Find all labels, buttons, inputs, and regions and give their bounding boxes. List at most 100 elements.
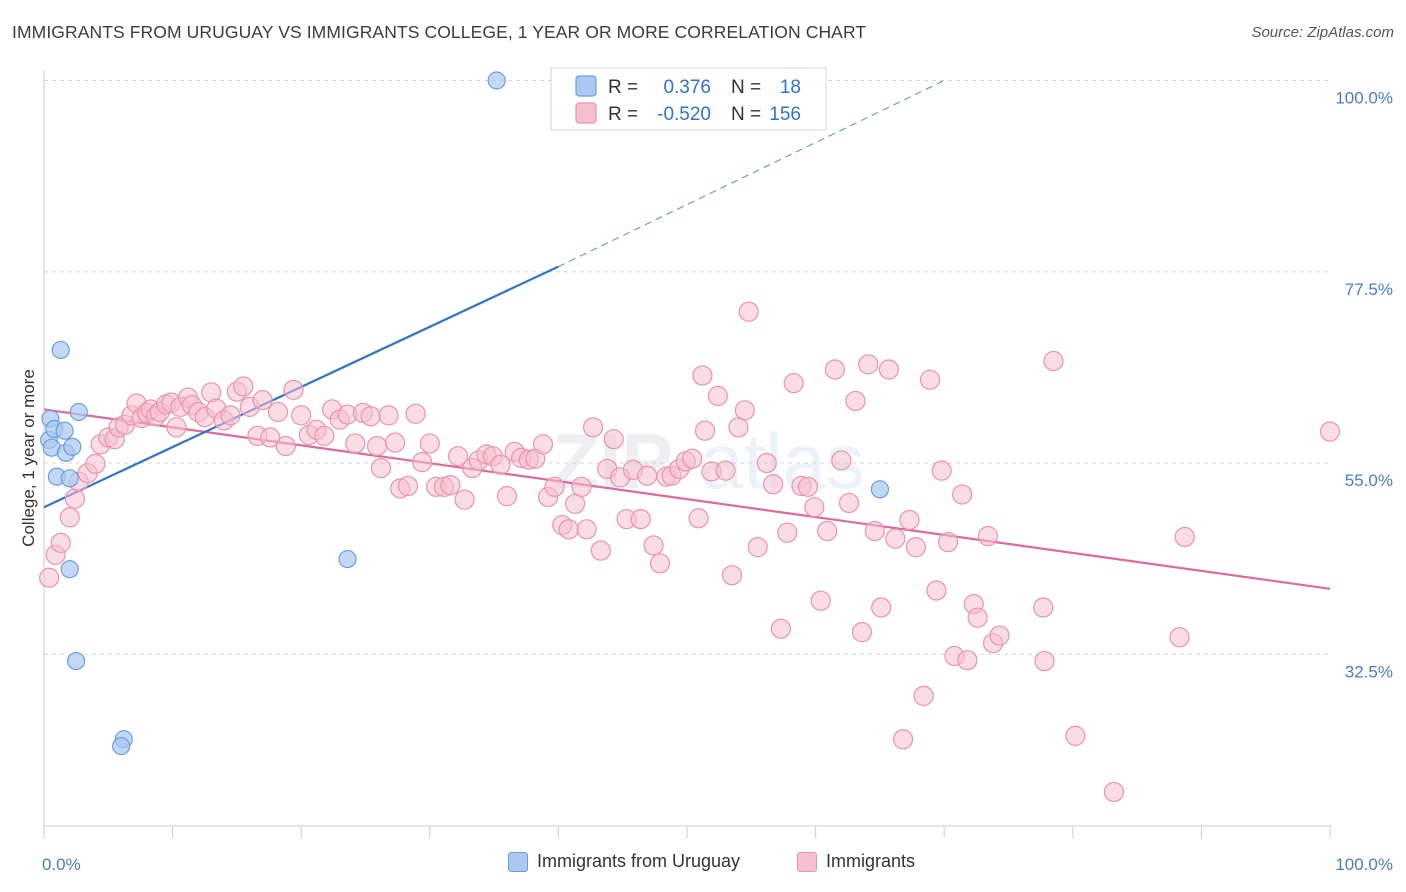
point-uruguay-11 <box>60 560 79 579</box>
point-immigrants-143 <box>977 525 999 547</box>
point-immigrants-104 <box>715 460 736 481</box>
point-immigrants-136 <box>931 460 952 481</box>
legend-swatch-immigrants <box>575 102 597 124</box>
point-immigrants-56 <box>397 475 419 497</box>
point-immigrants-100 <box>694 420 716 441</box>
point-immigrants-139 <box>952 484 973 505</box>
point-immigrants-120 <box>824 359 845 380</box>
point-immigrants-63 <box>447 446 469 467</box>
bottom-legend-label-uruguay: Immigrants from Uruguay <box>537 851 741 871</box>
x-tick-label-0: 0.0% <box>42 855 81 874</box>
point-immigrants-91 <box>637 465 658 486</box>
point-immigrants-145 <box>989 625 1010 646</box>
point-uruguay-9 <box>63 437 82 456</box>
point-immigrants-2 <box>50 532 71 554</box>
point-immigrants-105 <box>721 565 743 586</box>
y-axis-label: College, 1 year or more <box>19 369 38 547</box>
point-immigrants-153 <box>1319 421 1341 442</box>
point-uruguay-12 <box>67 651 86 671</box>
point-immigrants-52 <box>370 458 392 479</box>
bottom-legend-item-uruguay[interactable]: Immigrants from Uruguay <box>508 851 740 872</box>
point-uruguay-17 <box>870 480 890 499</box>
x-tick-label-1: 100.0% <box>1335 855 1393 874</box>
point-immigrants-90 <box>630 508 651 530</box>
point-immigrants-22 <box>166 417 187 438</box>
point-immigrants-151 <box>1174 526 1195 548</box>
series-immigrants-from-uruguay <box>40 71 890 756</box>
legend-n-label-1: N = <box>731 77 761 98</box>
point-immigrants-134 <box>919 369 941 390</box>
bottom-legend-item-immigrants[interactable]: Immigrants <box>797 851 915 872</box>
point-immigrants-83 <box>583 417 604 438</box>
point-immigrants-110 <box>756 452 777 474</box>
legend-box: R = 0.376 N = 18 R = -0.520 N = 156 <box>550 67 827 131</box>
point-immigrants-69 <box>490 454 511 475</box>
point-immigrants-102 <box>692 365 713 386</box>
point-immigrants-103 <box>707 385 728 406</box>
point-immigrants-64 <box>454 489 475 510</box>
point-immigrants-126 <box>864 520 885 542</box>
legend-n-value-1: 18 <box>780 77 801 98</box>
point-immigrants-124 <box>851 622 872 643</box>
source-credit: Source: ZipAtlas.com <box>1251 24 1394 41</box>
legend-r-value-1: 0.376 <box>663 77 711 98</box>
point-immigrants-51 <box>366 435 388 457</box>
point-immigrants-86 <box>603 429 624 450</box>
trend-lines <box>43 79 1331 590</box>
point-immigrants-81 <box>571 476 592 497</box>
point-immigrants-33 <box>233 376 254 397</box>
point-immigrants-111 <box>763 474 784 495</box>
point-immigrants-140 <box>957 650 978 671</box>
bottom-legend-label-immigrants: Immigrants <box>826 851 916 871</box>
point-immigrants-118 <box>810 590 831 611</box>
point-immigrants-53 <box>378 405 399 426</box>
point-immigrants-146 <box>1034 650 1055 672</box>
point-immigrants-108 <box>738 301 759 322</box>
chart-title: IMMIGRANTS FROM URUGUAY VS IMMIGRANTS CO… <box>12 22 867 42</box>
point-immigrants-147 <box>1033 597 1054 618</box>
point-immigrants-98 <box>682 448 703 469</box>
legend-r-label-1: R = <box>608 77 638 98</box>
point-immigrants-93 <box>649 553 671 574</box>
point-immigrants-3 <box>59 507 80 528</box>
series-immigrants <box>39 301 1341 803</box>
bottom-legend: Immigrants from Uruguay Immigrants <box>0 851 1406 879</box>
point-immigrants-132 <box>905 537 927 558</box>
point-immigrants-109 <box>747 537 768 558</box>
point-immigrants-54 <box>384 432 406 453</box>
point-immigrants-4 <box>64 488 85 509</box>
point-immigrants-113 <box>777 522 798 543</box>
y-tick-label-1: 77.5% <box>1345 280 1393 299</box>
bottom-legend-swatch-uruguay <box>508 851 528 872</box>
point-immigrants-82 <box>576 519 597 540</box>
legend-r-label-2: R = <box>608 104 638 125</box>
point-immigrants-37 <box>260 427 281 448</box>
point-immigrants-123 <box>845 390 866 412</box>
point-immigrants-152 <box>1169 627 1190 648</box>
point-immigrants-36 <box>252 390 273 411</box>
point-immigrants-59 <box>419 433 440 454</box>
point-immigrants-70 <box>496 486 518 507</box>
point-immigrants-0 <box>39 567 60 588</box>
point-immigrants-129 <box>885 528 906 549</box>
point-immigrants-122 <box>838 492 860 514</box>
x-tick-labels: 0.0% 100.0% <box>42 855 1393 874</box>
point-immigrants-41 <box>291 405 312 426</box>
point-immigrants-130 <box>892 729 914 750</box>
point-immigrants-50 <box>360 406 381 427</box>
point-uruguay-6 <box>55 421 74 440</box>
point-immigrants-119 <box>817 520 838 542</box>
point-immigrants-148 <box>1043 350 1064 372</box>
point-immigrants-48 <box>345 433 366 454</box>
point-immigrants-92 <box>643 535 664 556</box>
point-uruguay-16 <box>487 71 506 90</box>
point-immigrants-7 <box>85 453 106 474</box>
point-immigrants-107 <box>734 400 755 421</box>
point-uruguay-5 <box>51 340 70 360</box>
point-uruguay-15 <box>338 549 357 569</box>
point-immigrants-62 <box>440 475 461 496</box>
point-uruguay-14 <box>112 736 131 756</box>
point-immigrants-116 <box>797 476 818 497</box>
bottom-legend-swatch-immigrants <box>797 851 817 872</box>
